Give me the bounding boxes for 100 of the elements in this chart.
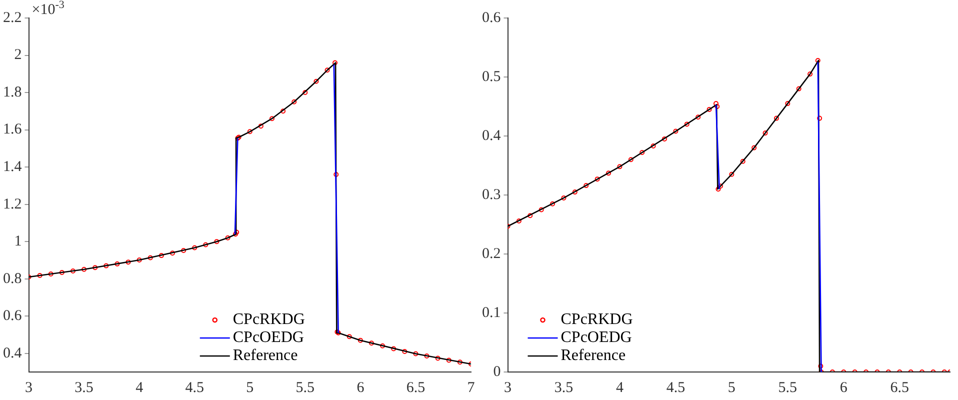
point: [640, 150, 645, 156]
point: [550, 201, 556, 206]
x-tick-label: 5: [728, 380, 736, 396]
point: [158, 253, 164, 258]
point: [716, 186, 721, 192]
y-tick-label: 2: [14, 47, 22, 64]
point: [774, 116, 779, 121]
point: [302, 90, 308, 96]
point: [696, 114, 701, 120]
y-tick-label: 0.1: [482, 304, 501, 321]
y-tick-label: 0.6: [482, 10, 502, 26]
point: [650, 144, 656, 149]
point: [82, 266, 87, 272]
point: [358, 338, 363, 343]
point: [380, 343, 386, 348]
point: [808, 72, 813, 77]
point: [247, 129, 252, 134]
point: [225, 235, 230, 240]
legend-label: CPcRKDG: [560, 311, 634, 328]
point: [662, 136, 667, 142]
point: [729, 172, 734, 177]
point: [346, 334, 352, 340]
point: [59, 270, 64, 276]
legend-label: Reference: [232, 347, 298, 364]
point: [37, 272, 42, 278]
point: [192, 245, 198, 250]
point: [815, 58, 820, 63]
point: [572, 190, 578, 195]
y-tick-label: 0.4: [3, 345, 22, 362]
y-tick-label: 0.5: [482, 68, 501, 85]
point: [740, 158, 746, 164]
legend-label: Reference: [560, 347, 626, 364]
point: [402, 349, 408, 354]
x-tick-label: 4.5: [666, 380, 686, 396]
point: [70, 268, 76, 274]
legend-label: CPcOEDG: [560, 329, 632, 346]
point: [817, 116, 822, 121]
point: [234, 230, 240, 235]
point: [170, 250, 175, 256]
point: [424, 353, 430, 358]
point: [435, 356, 440, 361]
point: [714, 101, 718, 106]
y-tick-label: 0.6: [3, 308, 22, 324]
y-tick-label: 0.2: [482, 246, 501, 262]
x-tick-label: 5.5: [778, 380, 798, 396]
point: [214, 239, 220, 244]
legend-label: CPcRKDG: [232, 311, 306, 328]
y-tick-label: 0: [493, 364, 501, 380]
point: [617, 164, 622, 170]
y-tick-label: 0.4: [482, 128, 502, 144]
x-tick-label: 3.5: [554, 380, 574, 396]
point: [752, 145, 757, 150]
x-tick-label: 6.5: [406, 380, 426, 396]
point: [126, 260, 131, 265]
point: [324, 68, 330, 73]
point: [136, 258, 142, 263]
y-tick-label: 1.2: [3, 196, 22, 212]
point: [280, 108, 286, 114]
point: [561, 195, 566, 200]
y-tick-label: 1: [14, 234, 22, 250]
point: [594, 176, 600, 182]
point: [818, 364, 824, 369]
point: [269, 116, 274, 122]
point: [332, 60, 338, 66]
x-tick-label: 7: [467, 380, 476, 396]
point: [673, 128, 678, 134]
point: [785, 101, 790, 106]
point: [714, 104, 720, 109]
point: [796, 86, 802, 92]
x-tick-label: 4.5: [185, 380, 204, 396]
point: [516, 218, 522, 224]
x-tick-label: 4: [136, 380, 144, 396]
point: [314, 78, 319, 84]
y-tick-label: 0.3: [482, 186, 501, 203]
x-tick-label: 4: [616, 380, 624, 396]
y-tick-label: 1.6: [3, 122, 22, 138]
point: [457, 360, 462, 365]
point: [181, 248, 186, 254]
point: [528, 213, 533, 218]
point: [48, 272, 54, 276]
x-tick-label: 6: [840, 380, 848, 396]
point: [391, 346, 396, 352]
point: [413, 351, 418, 356]
y-tick-label: 1.8: [3, 84, 22, 100]
point: [104, 263, 109, 268]
point: [628, 157, 634, 162]
y-tick-label: 0.8: [3, 270, 22, 287]
point: [203, 242, 208, 248]
point: [606, 170, 612, 176]
y-tick-label: 1.4: [3, 158, 22, 175]
x-tick-label: 3: [25, 380, 32, 396]
x-tick-label: 6.5: [890, 380, 909, 396]
point: [762, 130, 768, 136]
legend-label: CPcOEDG: [232, 329, 304, 346]
point: [368, 340, 374, 346]
x-tick-label: 5: [246, 380, 254, 396]
point: [92, 265, 98, 270]
y-tick-label: 2.2: [3, 10, 22, 26]
point: [538, 207, 544, 212]
point: [684, 122, 690, 127]
